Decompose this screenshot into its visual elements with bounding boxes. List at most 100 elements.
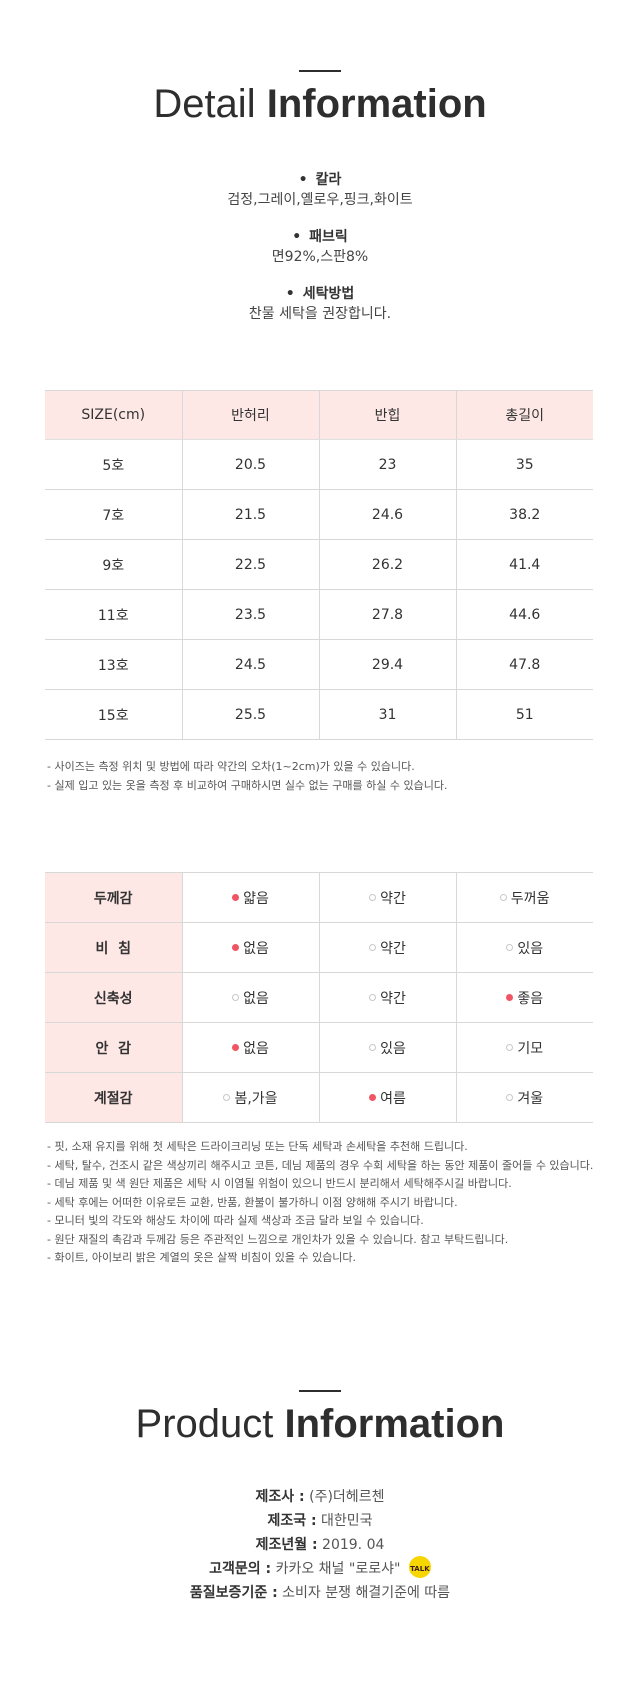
size-cell: 35: [455, 439, 593, 490]
size-cell: 15호: [45, 689, 182, 740]
product-info-list: 제조사 : (주)더헤르첸 제조국 : 대한민국 제조년월 : 2019. 04…: [0, 1485, 640, 1605]
feature-label: 안 감: [45, 1022, 182, 1073]
selected-dot-icon: [232, 944, 240, 951]
size-cell: 24.6: [318, 489, 456, 540]
table-row: 7호 21.5 24.6 38.2: [45, 489, 593, 540]
size-cell: 44.6: [455, 589, 593, 640]
unselected-dot-icon: [369, 944, 377, 951]
product-value: 대한민국: [321, 1513, 373, 1529]
feature-option: 여름: [318, 1072, 456, 1123]
size-table-header-row: SIZE(cm) 반허리 반힙 총길이: [45, 390, 593, 440]
product-key: 제조년월 :: [255, 1537, 318, 1553]
size-cell: 21.5: [181, 489, 319, 540]
product-row-country: 제조국 : 대한민국: [0, 1509, 640, 1533]
note-line: - 원단 재질의 촉감과 두께감 등은 주관적인 느낌으로 개인차가 있을 수 …: [47, 1232, 509, 1246]
table-row: 안 감 없음 있음 기모: [45, 1022, 593, 1073]
product-key: 제조국 :: [267, 1513, 317, 1529]
size-cell: 25.5: [181, 689, 319, 740]
unselected-dot-icon: [506, 1094, 514, 1101]
unselected-dot-icon: [232, 994, 240, 1001]
product-key: 고객문의 :: [209, 1561, 272, 1577]
feature-label: 비 침: [45, 922, 182, 973]
unselected-dot-icon: [506, 944, 514, 951]
detail-title-bold: Information: [266, 82, 487, 126]
note-line: - 모니터 빛의 각도와 해상도 차이에 따라 실제 색상과 조금 달라 보일 …: [47, 1214, 424, 1227]
size-cell: 13호: [45, 639, 182, 690]
feature-label: 계절감: [45, 1072, 182, 1123]
table-row: 15호 25.5 31 51: [45, 689, 593, 740]
product-value: (주)더헤르첸: [309, 1489, 385, 1505]
size-header-cell: SIZE(cm): [45, 390, 182, 440]
feature-option: 없음: [181, 972, 319, 1023]
feature-option: 기모: [455, 1022, 593, 1073]
table-row: 두께감 얇음 약간 두꺼움: [45, 872, 593, 923]
feature-label: 신축성: [45, 972, 182, 1023]
size-cell: 23.5: [181, 589, 319, 640]
kakao-talk-icon[interactable]: TALK: [408, 1556, 431, 1578]
feature-option: 얇음: [181, 872, 319, 923]
size-cell: 38.2: [455, 489, 593, 540]
size-cell: 5호: [45, 439, 182, 490]
product-value: 소비자 분쟁 해결기준에 따름: [282, 1585, 451, 1601]
product-information-title: Product Information: [0, 1404, 640, 1444]
size-cell: 26.2: [318, 539, 456, 590]
note-line: - 데님 제품 및 색 원단 제품은 세탁 시 이염될 위험이 있으니 반드시 …: [47, 1177, 512, 1190]
title-divider-bar: [299, 1390, 341, 1392]
spec-label: • 패브릭: [292, 229, 348, 245]
feature-option: 있음: [455, 922, 593, 973]
feature-option: 없음: [181, 1022, 319, 1073]
size-header-cell: 반힙: [318, 390, 456, 440]
note-line: - 화이트, 아이보리 밝은 계열의 옷은 살짝 비침이 있을 수 있습니다.: [47, 1251, 357, 1264]
product-row-contact: 고객문의 : 카카오 채널 "로로샤" TALK: [0, 1556, 640, 1581]
size-cell: 29.4: [318, 639, 456, 690]
feature-label: 두께감: [45, 872, 182, 923]
table-row: 11호 23.5 27.8 44.6: [45, 589, 593, 640]
feature-option: 겨울: [455, 1072, 593, 1123]
product-value: 카카오 채널 "로로샤": [275, 1561, 401, 1577]
feature-option: 두꺼움: [455, 872, 593, 923]
size-header-cell: 반허리: [181, 390, 319, 440]
feature-option: 봄,가을: [181, 1072, 319, 1123]
product-row-date: 제조년월 : 2019. 04: [0, 1533, 640, 1557]
detail-information-title: Detail Information: [0, 84, 640, 124]
product-value: 2019. 04: [322, 1537, 385, 1553]
feature-option: 없음: [181, 922, 319, 973]
unselected-dot-icon: [369, 894, 377, 901]
table-row: 계절감 봄,가을 여름 겨울: [45, 1072, 593, 1123]
size-cell: 27.8: [318, 589, 456, 640]
product-key: 제조사 :: [255, 1489, 305, 1505]
care-notes: - 핏, 소재 유지를 위해 첫 세탁은 드라이크리닝 또는 단독 세탁과 손세…: [47, 1138, 627, 1268]
spec-label: • 세탁방법: [285, 286, 355, 302]
product-title-light: Product: [135, 1402, 274, 1446]
table-row: 9호 22.5 26.2 41.4: [45, 539, 593, 590]
table-row: 13호 24.5 29.4 47.8: [45, 639, 593, 690]
table-row: 비 침 없음 약간 있음: [45, 922, 593, 973]
note-line: - 세탁, 탈수, 건조시 같은 색상끼리 해주시고 코튼, 데님 제품의 경우…: [47, 1158, 594, 1172]
spec-washing: • 세탁방법 찬물 세탁을 권장합니다.: [0, 284, 640, 324]
note-line: - 세탁 후에는 어떠한 이유로든 교환, 반품, 환불이 불가하니 이점 양해…: [47, 1195, 458, 1209]
detail-title-light: Detail: [153, 82, 256, 126]
selected-dot-icon: [232, 1044, 240, 1051]
unselected-dot-icon: [369, 1044, 377, 1051]
size-cell: 20.5: [181, 439, 319, 490]
selected-dot-icon: [369, 1094, 377, 1101]
note-line: - 핏, 소재 유지를 위해 첫 세탁은 드라이크리닝 또는 단독 세탁과 손세…: [47, 1140, 468, 1153]
size-cell: 9호: [45, 539, 182, 590]
size-cell: 24.5: [181, 639, 319, 690]
selected-dot-icon: [506, 994, 514, 1001]
product-row-warranty: 품질보증기준 : 소비자 분쟁 해결기준에 따름: [0, 1581, 640, 1605]
feature-option: 약간: [318, 922, 456, 973]
selected-dot-icon: [232, 894, 240, 901]
spec-label: • 칼라: [298, 172, 342, 188]
table-row: 5호 20.5 23 35: [45, 439, 593, 490]
size-cell: 23: [318, 439, 456, 490]
size-cell: 31: [318, 689, 456, 740]
product-row-manufacturer: 제조사 : (주)더헤르첸: [0, 1485, 640, 1509]
feature-option: 약간: [318, 872, 456, 923]
size-notes: - 사이즈는 측정 위치 및 방법에 따라 약간의 오차(1~2cm)가 있을 …: [47, 758, 627, 795]
unselected-dot-icon: [223, 1094, 231, 1101]
spec-value: 찬물 세탁을 권장합니다.: [248, 306, 392, 322]
size-cell: 51: [455, 689, 593, 740]
product-title-bold: Information: [284, 1402, 505, 1446]
unselected-dot-icon: [369, 994, 377, 1001]
